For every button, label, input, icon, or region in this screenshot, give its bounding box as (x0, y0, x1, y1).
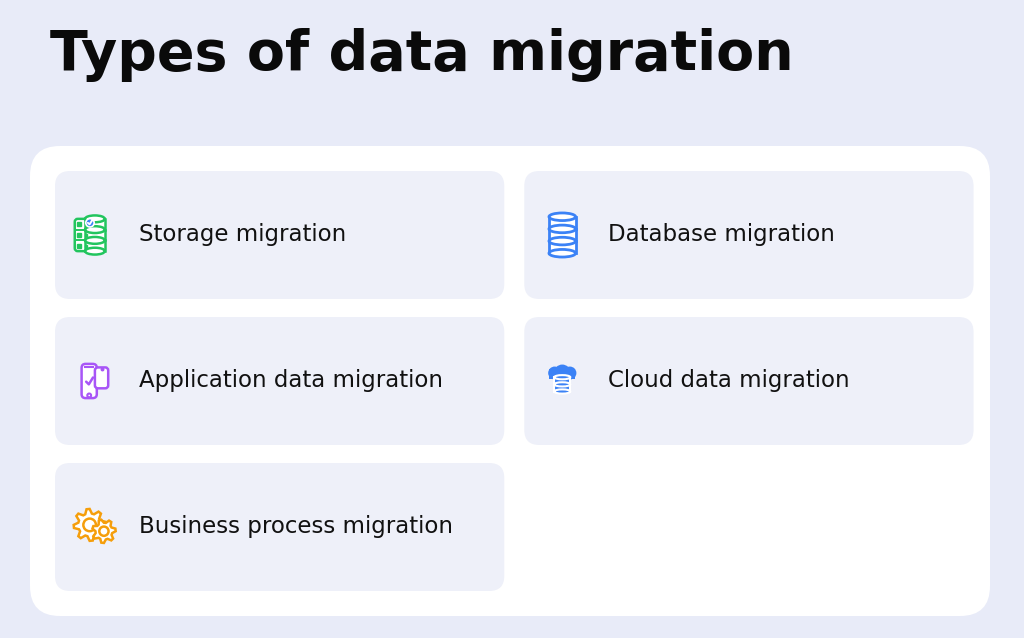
Ellipse shape (85, 216, 104, 222)
FancyBboxPatch shape (524, 317, 974, 445)
FancyBboxPatch shape (55, 317, 504, 445)
FancyBboxPatch shape (75, 219, 92, 251)
Ellipse shape (85, 248, 104, 255)
Text: Business process migration: Business process migration (139, 516, 453, 538)
FancyBboxPatch shape (55, 171, 504, 299)
FancyBboxPatch shape (524, 171, 974, 299)
Bar (554, 377, 570, 384)
Ellipse shape (554, 375, 570, 380)
Text: Storage migration: Storage migration (139, 223, 346, 246)
Bar (549, 217, 575, 229)
Polygon shape (74, 509, 105, 541)
Text: Types of data migration: Types of data migration (50, 28, 794, 82)
Ellipse shape (85, 226, 104, 233)
Ellipse shape (549, 225, 575, 233)
Ellipse shape (549, 237, 575, 245)
Circle shape (554, 364, 570, 382)
Ellipse shape (549, 213, 575, 221)
Bar (554, 384, 570, 392)
Bar (85, 241, 104, 251)
Text: Database migration: Database migration (608, 223, 836, 246)
Circle shape (563, 367, 577, 380)
Circle shape (83, 519, 96, 531)
Circle shape (86, 219, 94, 227)
Text: Application data migration: Application data migration (139, 369, 443, 392)
Circle shape (548, 367, 561, 380)
Ellipse shape (554, 389, 570, 394)
FancyBboxPatch shape (82, 364, 97, 398)
Bar (85, 230, 104, 241)
Bar (549, 229, 575, 241)
Ellipse shape (549, 249, 575, 257)
Bar (549, 241, 575, 253)
Ellipse shape (85, 237, 104, 244)
Bar (549, 369, 575, 380)
Bar (85, 219, 104, 230)
Text: Cloud data migration: Cloud data migration (608, 369, 850, 392)
FancyBboxPatch shape (95, 367, 109, 389)
Ellipse shape (554, 382, 570, 387)
Circle shape (99, 526, 109, 536)
FancyBboxPatch shape (55, 463, 504, 591)
FancyBboxPatch shape (30, 146, 990, 616)
Polygon shape (92, 520, 116, 543)
